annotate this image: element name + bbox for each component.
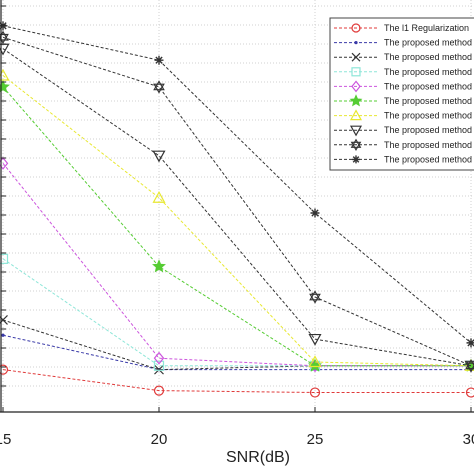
series-line xyxy=(2,334,471,371)
x-tick-label: 15 xyxy=(0,431,11,448)
series-line xyxy=(2,86,471,367)
legend-label: The l1 Regularization xyxy=(384,23,469,33)
data-point xyxy=(352,155,360,164)
data-point xyxy=(152,150,166,163)
data-point xyxy=(0,364,9,375)
data-point xyxy=(0,253,9,264)
series-8 xyxy=(0,30,474,373)
series-line xyxy=(2,369,471,393)
legend-entry: The proposed method xyxy=(334,67,472,77)
grid xyxy=(0,0,474,412)
data-point xyxy=(308,333,322,346)
data-point xyxy=(1,333,5,337)
data-point xyxy=(154,364,164,375)
hexagram-part xyxy=(153,80,165,91)
data-point xyxy=(0,315,8,325)
legend-label: The proposed method xyxy=(384,38,472,48)
legend: The l1 Regularization The proposed method… xyxy=(329,17,474,171)
data-point xyxy=(153,385,165,396)
legend-entry: The proposed method xyxy=(334,154,472,164)
data-point xyxy=(310,208,320,218)
data-point xyxy=(466,338,474,348)
legend-label: The proposed method xyxy=(384,67,472,77)
data-point xyxy=(153,360,165,371)
legend-label: The proposed method xyxy=(384,154,472,164)
hexagram-part xyxy=(153,83,165,94)
data-point xyxy=(0,21,8,31)
hexagram-part xyxy=(465,362,474,373)
data-point xyxy=(351,80,361,93)
series-layer xyxy=(0,21,474,398)
legend-label: The proposed method xyxy=(384,111,472,121)
legend-entry: The l1 Regularization xyxy=(334,23,469,33)
data-point xyxy=(349,94,363,107)
data-point xyxy=(351,67,361,77)
data-point xyxy=(152,190,166,203)
series-line xyxy=(2,36,472,367)
axes xyxy=(0,0,474,413)
data-point xyxy=(309,290,321,304)
series-0 xyxy=(0,364,474,398)
x-tick-label: 20 xyxy=(151,431,168,448)
data-point xyxy=(152,259,166,273)
hexagram-part xyxy=(309,293,321,304)
hexagram-part xyxy=(465,359,474,370)
data-point xyxy=(349,125,363,137)
legend-entry: The proposed method xyxy=(334,138,472,152)
series-line xyxy=(2,162,471,367)
x-axis-label: SNR(dB) xyxy=(226,449,290,466)
x-tick-label: 25 xyxy=(307,431,324,448)
legend-label: The proposed method xyxy=(384,140,472,150)
legend-entry: The proposed method xyxy=(334,109,472,121)
legend-entry: The proposed method xyxy=(334,80,472,93)
series-9 xyxy=(0,21,474,348)
data-point xyxy=(0,79,10,93)
legend-label: The proposed method xyxy=(384,81,472,91)
data-point xyxy=(154,55,164,65)
data-point xyxy=(153,351,165,365)
legend-entry: The proposed method xyxy=(334,52,472,62)
legend-entry: The proposed method xyxy=(334,94,472,107)
data-point xyxy=(465,387,474,398)
series-line xyxy=(2,258,471,367)
legend-entry: The proposed method xyxy=(334,125,472,137)
data-point xyxy=(153,80,165,94)
legend-label: The proposed method xyxy=(384,96,472,106)
series-line xyxy=(2,75,472,367)
data-point xyxy=(465,359,474,373)
data-point xyxy=(308,355,322,368)
legend-entry: The proposed method xyxy=(334,38,472,48)
legend-label: The proposed method xyxy=(384,52,472,62)
data-point xyxy=(351,52,361,62)
x-tick-label: 30 xyxy=(463,431,474,448)
legend-label: The proposed method xyxy=(384,125,472,135)
data-point xyxy=(350,138,362,152)
data-point xyxy=(354,41,358,45)
hexagram-part xyxy=(309,290,321,301)
hexagram-part xyxy=(350,141,362,152)
x-tick-labels: 15 20 25 30 xyxy=(0,431,474,448)
data-point xyxy=(0,156,9,170)
data-point xyxy=(0,68,10,81)
data-point xyxy=(351,23,361,33)
data-point xyxy=(349,109,363,121)
data-point xyxy=(309,387,321,398)
hexagram-part xyxy=(350,138,362,148)
